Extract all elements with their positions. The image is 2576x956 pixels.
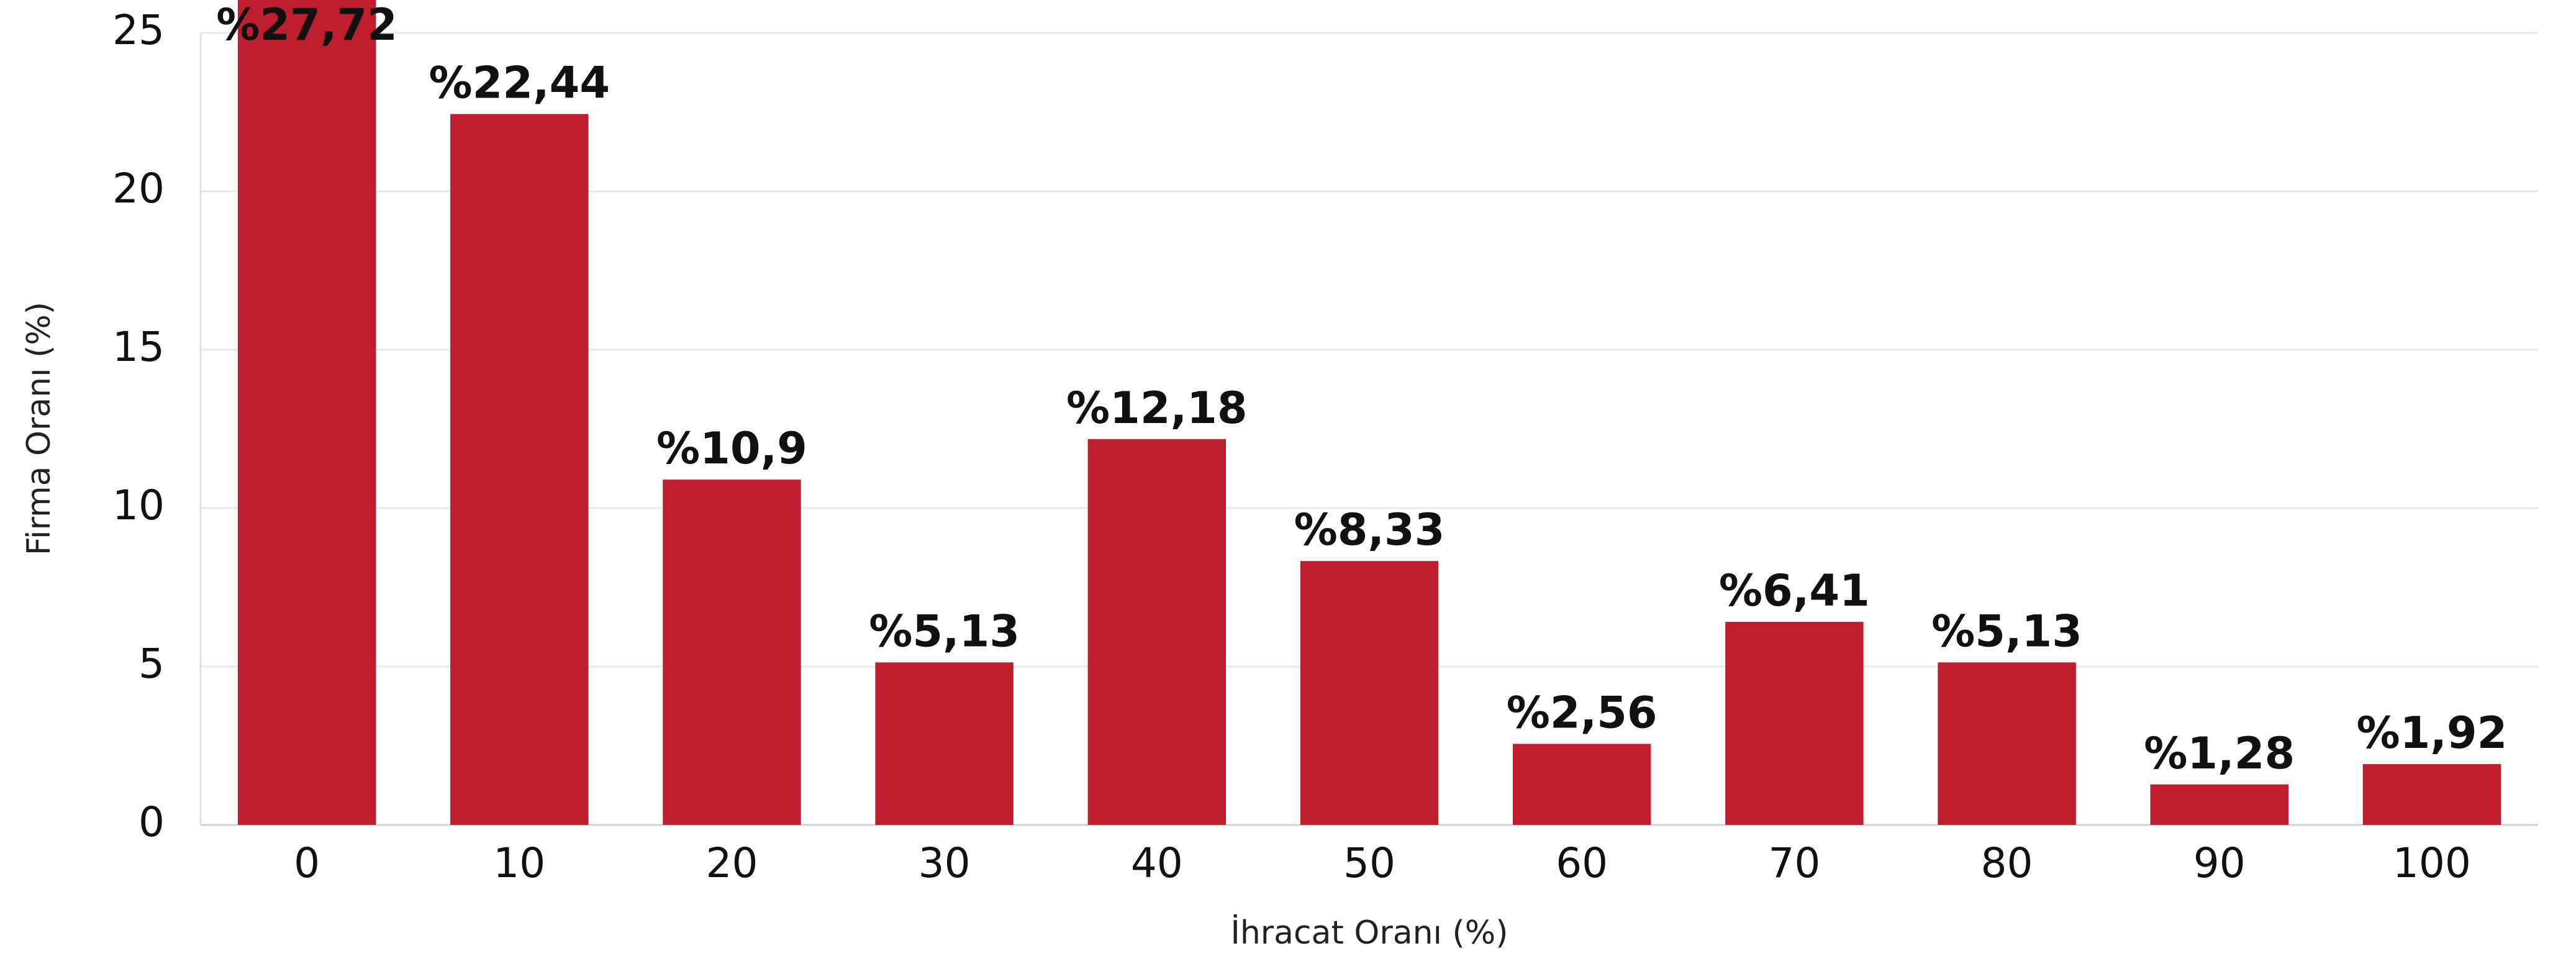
y-tick-label: 25	[112, 6, 165, 54]
x-tick-label: 60	[1556, 839, 1608, 887]
grid	[199, 32, 2538, 826]
y-axis-title: Firma Oranı (%)	[20, 302, 58, 555]
value-label: %1,28	[2144, 728, 2295, 779]
value-label: %5,13	[1931, 606, 2082, 657]
bar	[2362, 764, 2501, 825]
y-tick-label: 15	[112, 323, 165, 371]
y-tick-label: 0	[138, 798, 165, 846]
value-label: %27,72	[216, 0, 397, 50]
bar	[2150, 784, 2288, 825]
bar	[237, 0, 376, 825]
x-tick-label: 10	[493, 839, 545, 887]
value-label: %22,44	[429, 58, 610, 109]
bar	[1938, 662, 2076, 825]
value-label: %10,9	[656, 423, 807, 474]
x-tick-label: 90	[2193, 839, 2246, 887]
x-tick-label: 70	[1768, 839, 1820, 887]
bar	[450, 114, 589, 825]
x-axis-title: İhracat Oranı (%)	[1230, 914, 1508, 952]
y-tick-label: 10	[112, 481, 165, 529]
bars	[237, 0, 2501, 825]
bar	[875, 662, 1014, 825]
value-label: %2,56	[1507, 687, 1658, 738]
x-tick-label: 20	[705, 839, 758, 887]
value-label: %8,33	[1294, 504, 1445, 555]
bar	[1087, 439, 1227, 825]
bar	[1300, 561, 1439, 825]
x-tick-label: 0	[294, 839, 320, 887]
value-label: %6,41	[1719, 565, 1870, 616]
x-tick-label: 100	[2393, 839, 2471, 887]
bar	[1725, 622, 1864, 825]
x-tick-label: 30	[918, 839, 971, 887]
x-tick-label: 50	[1343, 839, 1395, 887]
bar	[663, 480, 801, 825]
value-label: %12,18	[1066, 383, 1248, 434]
x-tick-label: 40	[1131, 839, 1183, 887]
y-tick-label: 20	[112, 165, 165, 212]
bar	[1512, 744, 1651, 825]
x-tick-label: 80	[1981, 839, 2033, 887]
value-label: %5,13	[869, 606, 1020, 657]
y-tick-label: 5	[138, 640, 165, 688]
value-label: %1,92	[2356, 708, 2507, 758]
labels: 0 5 10 15 20 25 0 %27,72 10 %22,44 20 %10,9 30 %5,13 4…	[112, 0, 2507, 887]
